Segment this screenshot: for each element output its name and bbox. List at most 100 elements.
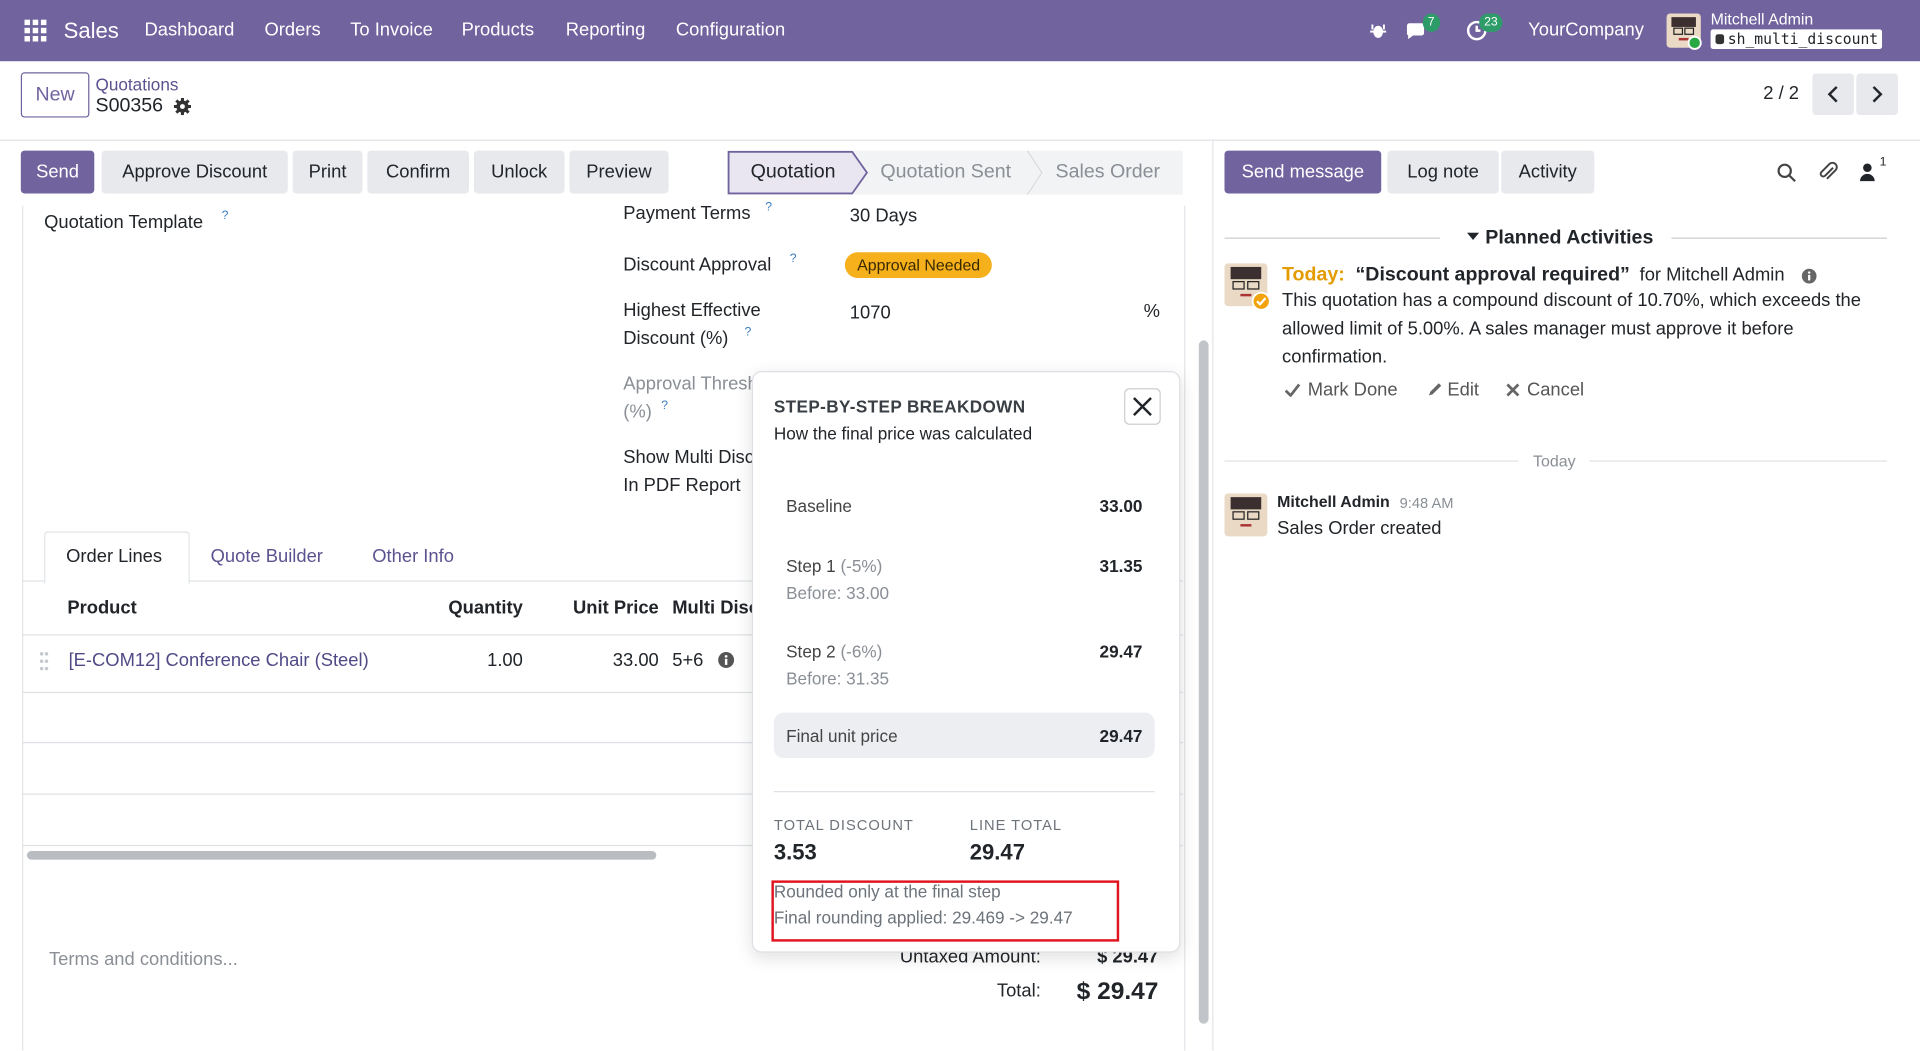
action-button[interactable]: Print xyxy=(292,150,363,194)
chatter-button[interactable]: Send message xyxy=(1224,150,1382,194)
tab[interactable]: Other Info xyxy=(372,546,454,567)
activity-assignee: for Mitchell Admin xyxy=(1639,264,1785,286)
help-mark[interactable]: ? xyxy=(221,209,229,223)
rounding-note: Rounded only at the final step xyxy=(773,881,1001,902)
close-button[interactable] xyxy=(1124,388,1161,425)
field-label: In PDF Report xyxy=(623,475,741,496)
message-author[interactable]: Mitchell Admin xyxy=(1277,492,1390,511)
help-mark[interactable]: ? xyxy=(765,200,773,215)
step-name: Step 2 xyxy=(786,641,836,662)
action-button[interactable]: Confirm xyxy=(367,150,469,194)
breadcrumb-parent[interactable]: Quotations xyxy=(95,74,179,95)
terms-placeholder[interactable]: Terms and conditions... xyxy=(48,948,238,970)
user-avatar[interactable] xyxy=(1666,13,1704,50)
field-label: Discount Approval xyxy=(623,254,772,276)
activity-note: This quotation has a compound discount o… xyxy=(1282,290,1861,368)
tab[interactable]: Order Lines xyxy=(66,546,163,567)
control-panel-border xyxy=(0,139,1920,141)
pager-buttons[interactable] xyxy=(1812,73,1898,116)
user-name[interactable]: Mitchell Admin xyxy=(1710,9,1814,29)
debug-icon[interactable] xyxy=(1369,21,1387,41)
action-button[interactable]: Approve Discount xyxy=(101,150,288,194)
help-mark[interactable]: ? xyxy=(789,252,797,266)
date-separator: Today xyxy=(1533,451,1576,471)
status-step[interactable] xyxy=(853,150,1043,195)
action-button[interactable]: Unlock xyxy=(473,150,565,194)
action-button[interactable]: Send xyxy=(20,150,95,194)
breakdown-popover: STEP-BY-STEP BREAKDOWN How the final pri… xyxy=(751,371,1181,953)
help-mark[interactable]: ? xyxy=(744,325,752,340)
check-icon[interactable] xyxy=(1284,383,1301,397)
record-settings-icon[interactable] xyxy=(173,97,192,116)
activity-action[interactable]: Cancel xyxy=(1526,379,1585,401)
column-header[interactable]: Unit Price xyxy=(573,597,659,619)
drag-handle[interactable] xyxy=(39,651,49,671)
action-button[interactable]: Preview xyxy=(569,150,669,194)
table-scrollbar[interactable] xyxy=(26,851,657,860)
column-header[interactable]: Quantity xyxy=(448,597,523,619)
info-icon[interactable] xyxy=(718,651,735,668)
message-body: Sales Order created xyxy=(1277,517,1442,539)
menu-item[interactable]: Orders xyxy=(264,19,321,41)
activity-avatar xyxy=(1224,263,1271,311)
field-label: Payment Terms xyxy=(623,203,751,225)
line-total-value: 29.47 xyxy=(969,840,1025,865)
menu-item[interactable]: Reporting xyxy=(565,19,646,41)
status-label[interactable]: Quotation Sent xyxy=(880,161,1012,183)
field-unit: % xyxy=(1143,301,1161,323)
row-line xyxy=(22,742,1183,744)
pager-value[interactable]: 2 / 2 xyxy=(1763,83,1800,105)
total-discount-label: TOTAL DISCOUNT xyxy=(773,816,914,834)
field-value[interactable]: 30 Days xyxy=(849,205,918,227)
info-icon[interactable] xyxy=(1801,268,1817,284)
highlight-box xyxy=(771,880,1120,942)
activity-action[interactable]: Mark Done xyxy=(1307,379,1398,401)
attachment-icon[interactable] xyxy=(1817,160,1839,182)
messages-icon[interactable] xyxy=(1404,20,1428,42)
caret-icon[interactable] xyxy=(1466,232,1480,243)
section-line xyxy=(1671,237,1887,239)
menu-item[interactable]: Configuration xyxy=(675,19,786,41)
field-label: Highest Effective xyxy=(623,300,761,321)
status-label[interactable]: Sales Order xyxy=(1055,161,1161,183)
apps-icon[interactable] xyxy=(24,19,47,42)
chatter-button[interactable]: Activity xyxy=(1501,150,1595,194)
new-button[interactable]: New xyxy=(20,72,90,118)
popover-subtitle: How the final price was calculated xyxy=(773,423,1033,444)
line-total-label: LINE TOTAL xyxy=(969,816,1063,834)
status-active[interactable] xyxy=(727,150,869,195)
tab[interactable]: Quote Builder xyxy=(210,546,323,567)
date-line xyxy=(1589,460,1887,462)
cell-quantity[interactable]: 1.00 xyxy=(487,650,523,672)
status-label[interactable]: Quotation xyxy=(750,161,836,183)
menu-item[interactable]: Products xyxy=(461,19,535,41)
message-time: 9:48 AM xyxy=(1399,494,1454,512)
field-label: Show Multi Discount xyxy=(623,446,790,468)
app-name[interactable]: Sales xyxy=(63,18,119,43)
search-icon[interactable] xyxy=(1777,163,1797,183)
total-discount-value: 3.53 xyxy=(773,840,817,865)
status-step[interactable] xyxy=(1028,150,1183,195)
form-sheet xyxy=(22,205,1186,1051)
planned-header[interactable]: Planned Activities xyxy=(1485,227,1654,249)
form-scrollbar[interactable] xyxy=(1198,340,1209,1024)
menu-item[interactable]: To Invoice xyxy=(350,19,433,41)
cell-product[interactable]: [E-COM12] Conference Chair (Steel) xyxy=(68,650,369,672)
chatter-button[interactable]: Log note xyxy=(1387,150,1499,194)
database-icon xyxy=(1715,34,1725,45)
column-header[interactable]: Product xyxy=(67,597,137,619)
row-line xyxy=(22,634,1183,636)
company-switcher[interactable]: YourCompany xyxy=(1528,19,1644,41)
help-mark[interactable]: ? xyxy=(661,399,669,413)
cancel-icon[interactable] xyxy=(1506,383,1520,397)
activity-action[interactable]: Edit xyxy=(1447,379,1480,401)
row-line xyxy=(22,793,1183,795)
cell-unit-price[interactable]: 33.00 xyxy=(612,650,659,672)
step-before: Before: 33.00 xyxy=(786,582,890,603)
pencil-icon[interactable] xyxy=(1427,382,1443,398)
cell-multi-discount[interactable]: 5+6 xyxy=(672,650,704,672)
menu-item[interactable]: Dashboard xyxy=(144,19,235,41)
followers-icon[interactable] xyxy=(1859,163,1876,182)
